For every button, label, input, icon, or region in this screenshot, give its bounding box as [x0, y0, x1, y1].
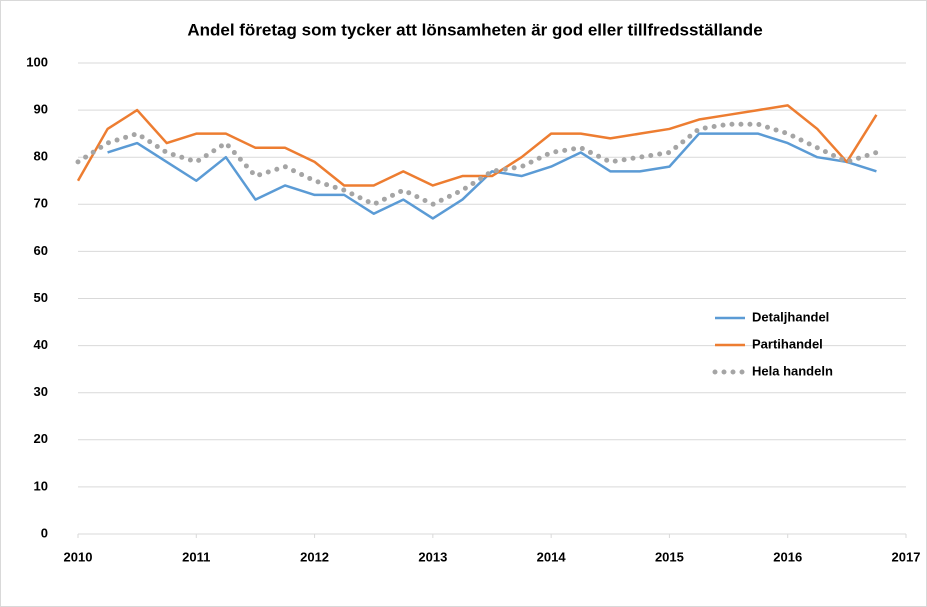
x-tick-label: 2017 [892, 549, 921, 564]
x-tick-label: 2012 [300, 549, 329, 564]
legend-label: Hela handeln [752, 363, 833, 378]
y-tick-label: 100 [26, 54, 48, 69]
y-tick-label: 70 [34, 196, 48, 211]
y-tick-label: 50 [34, 290, 48, 305]
series-line [107, 132, 877, 220]
y-tick-label: 20 [34, 431, 48, 446]
series-line [76, 104, 878, 187]
legend-label: Partihandel [752, 336, 823, 351]
x-tick-label: 2010 [64, 549, 93, 564]
legend-label: Detaljhandel [752, 309, 829, 324]
x-tick-label: 2011 [182, 549, 210, 564]
series-line [75, 121, 879, 208]
y-tick-label: 60 [34, 243, 48, 258]
x-tick-label: 2013 [418, 549, 447, 564]
y-tick-label: 80 [34, 149, 48, 164]
y-tick-label: 30 [34, 384, 48, 399]
y-tick-label: 10 [34, 478, 48, 493]
x-tick-label: 2016 [773, 549, 802, 564]
y-tick-label: 90 [34, 102, 48, 117]
y-tick-label: 40 [34, 337, 48, 352]
x-tick-label: 2015 [655, 549, 684, 564]
chart-title: Andel företag som tycker att lönsamheten… [187, 20, 762, 39]
y-tick-label: 0 [41, 525, 48, 540]
x-tick-label: 2014 [537, 549, 567, 564]
